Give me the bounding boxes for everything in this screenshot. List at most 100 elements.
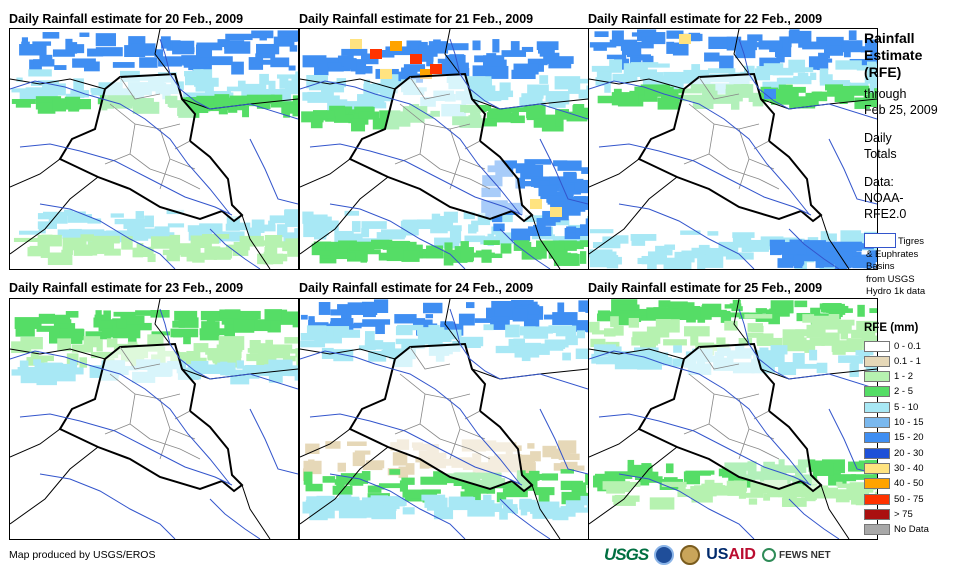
rainfall-cell bbox=[628, 317, 640, 328]
rainfall-cell bbox=[646, 307, 672, 319]
rainfall-cell bbox=[473, 91, 489, 102]
rainfall-cell bbox=[592, 242, 621, 249]
rainfall-cell bbox=[351, 221, 361, 233]
rainfall-cell bbox=[467, 506, 495, 517]
rainfall-cell bbox=[835, 489, 856, 498]
rainfall-cell bbox=[154, 49, 164, 57]
rainfall-cell bbox=[135, 310, 158, 316]
rainfall-cell bbox=[15, 101, 31, 108]
rainfall-cell bbox=[182, 60, 192, 66]
rainfall-cell bbox=[575, 107, 588, 117]
legend-title-line-1: Rainfall bbox=[864, 30, 915, 46]
rainfall-cell bbox=[631, 237, 646, 246]
rainfall-cell bbox=[352, 452, 366, 467]
rainfall-cell bbox=[91, 351, 119, 359]
basin-outline bbox=[788, 228, 840, 269]
rainfall-cell bbox=[110, 213, 124, 218]
rainfall-cell bbox=[73, 244, 93, 256]
basin-outline bbox=[329, 473, 466, 539]
rainfall-cell bbox=[199, 328, 228, 336]
usaid-aid: AID bbox=[728, 546, 756, 563]
rainfall-cell bbox=[495, 345, 522, 354]
rfe-legend-label: 2 - 5 bbox=[894, 386, 914, 398]
rainfall-cell bbox=[685, 470, 711, 476]
map-panel-22-feb bbox=[588, 28, 878, 270]
rainfall-cell bbox=[264, 247, 278, 256]
rainfall-cell bbox=[64, 209, 74, 216]
rainfall-cell bbox=[579, 179, 588, 194]
country-boundary bbox=[10, 348, 106, 360]
rainfall-cell bbox=[680, 230, 701, 235]
rainfall-cell bbox=[499, 508, 508, 520]
province-boundary bbox=[683, 153, 710, 165]
province-boundary bbox=[698, 76, 740, 100]
rfe-legend-swatch bbox=[864, 524, 890, 536]
province-boundary bbox=[174, 410, 191, 420]
rainfall-cell bbox=[242, 104, 250, 118]
rfe-legend-item: 50 - 75 bbox=[864, 492, 924, 506]
rainfall-cell bbox=[353, 322, 381, 327]
usaid-us: US bbox=[706, 546, 729, 563]
rainfall-cell bbox=[330, 309, 347, 316]
rfe-legend-label: 1 - 2 bbox=[894, 371, 914, 383]
country-boundary bbox=[444, 29, 461, 75]
rainfall-cell bbox=[439, 329, 462, 340]
rainfall-cell bbox=[504, 483, 525, 494]
rainfall-cell bbox=[364, 331, 375, 343]
rainfall-cell bbox=[460, 491, 471, 502]
rfe-legend-swatch bbox=[864, 386, 890, 398]
province-boundary bbox=[409, 346, 451, 370]
rainfall-cell bbox=[727, 488, 747, 496]
rainfall-cell bbox=[395, 326, 413, 336]
province-boundary bbox=[464, 140, 481, 150]
rainfall-cell bbox=[655, 319, 671, 328]
rainfall-cell bbox=[691, 488, 709, 501]
rainfall-cell bbox=[864, 76, 877, 84]
rainfall-cell bbox=[48, 214, 68, 224]
rainfall-cell bbox=[305, 443, 320, 454]
rainfall-cell bbox=[336, 484, 345, 489]
rainfall-cell bbox=[747, 34, 763, 42]
rainfall-cell bbox=[367, 485, 382, 493]
rainfall-cell bbox=[776, 53, 785, 63]
rainfall-cell bbox=[820, 246, 838, 256]
rainfall-cell bbox=[308, 316, 315, 329]
rainfall-cell bbox=[69, 369, 78, 374]
map-svg bbox=[589, 299, 877, 539]
rainfall-cell bbox=[378, 483, 407, 489]
rainfall-cell bbox=[220, 361, 228, 376]
panel-title-22-feb: Daily Rainfall estimate for 22 Feb., 200… bbox=[588, 12, 823, 26]
rainfall-cell bbox=[496, 492, 507, 503]
rainfall-cell bbox=[184, 74, 199, 86]
rainfall-cell bbox=[547, 195, 566, 205]
rainfall-cell bbox=[603, 357, 628, 363]
rainfall-cell bbox=[521, 351, 531, 362]
basin-outline bbox=[738, 38, 877, 120]
rainfall-cell bbox=[65, 38, 73, 53]
country-boundary bbox=[471, 368, 588, 380]
rainfall-cell bbox=[229, 95, 258, 107]
rainfall-cell bbox=[529, 470, 540, 481]
rainfall-cell bbox=[57, 338, 72, 352]
rainfall-cell bbox=[328, 66, 344, 72]
rainfall-cell bbox=[344, 210, 360, 216]
rainfall-cell bbox=[585, 218, 588, 226]
rainfall-cell bbox=[837, 483, 848, 488]
rainfall-cell bbox=[11, 88, 35, 93]
rainfall-cell bbox=[303, 471, 313, 485]
rainfall-cell bbox=[73, 44, 85, 54]
rainfall-cell bbox=[673, 345, 682, 353]
rainfall-cell bbox=[521, 46, 534, 52]
rfe-legend-item: 20 - 30 bbox=[864, 446, 924, 460]
rainfall-cell bbox=[460, 247, 474, 261]
rainfall-cell bbox=[314, 64, 329, 76]
rfe-legend-item: No Data bbox=[864, 523, 929, 537]
rainfall-cell bbox=[682, 302, 695, 309]
rainfall-cell bbox=[57, 229, 75, 236]
rainfall-cell bbox=[606, 255, 619, 269]
rainfall-cell bbox=[748, 498, 758, 505]
rainfall-cell bbox=[594, 31, 609, 38]
rainfall-cell bbox=[574, 78, 588, 84]
rainfall-cell bbox=[492, 39, 500, 53]
rainfall-cell bbox=[499, 499, 513, 506]
